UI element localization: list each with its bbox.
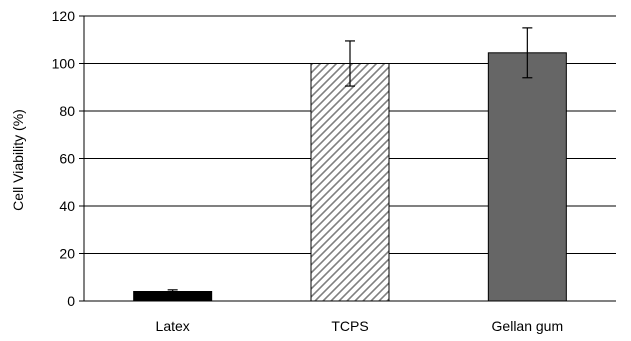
x-tick-label: Gellan gum: [492, 318, 564, 334]
y-tick-label: 60: [59, 151, 75, 167]
x-tick-label: Latex: [156, 318, 190, 334]
y-tick-label: 80: [59, 103, 75, 119]
y-tick-label: 120: [52, 8, 76, 24]
bar-gellan-gum: [487, 52, 567, 302]
y-axis-title: Cell Viability (%): [10, 109, 26, 211]
y-tick-label: 40: [59, 198, 75, 214]
x-tick-label: TCPS: [331, 318, 368, 334]
error-bars: [167, 27, 533, 294]
y-tick-label: 0: [67, 293, 75, 309]
bar-tcps: [310, 63, 390, 302]
y-tick-label: 100: [52, 56, 76, 72]
tick-labels: 0 20 40 60 80 100 120 Latex TCPS Gellan gum: [52, 8, 563, 334]
bars: [133, 52, 567, 302]
y-tick-label: 20: [59, 246, 75, 262]
